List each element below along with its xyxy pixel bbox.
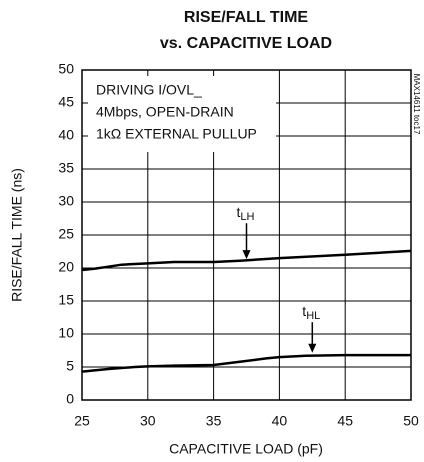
x-axis-title: CAPACITIVE LOAD (pF) xyxy=(169,441,323,457)
figure-id: MAX14611 toc17 xyxy=(412,74,421,135)
annotation: 4Mbps, OPEN-DRAIN xyxy=(96,104,234,120)
y-tick-label: 35 xyxy=(58,160,74,176)
series-label-sub: HL xyxy=(306,310,320,322)
series-label-main: t xyxy=(302,303,306,319)
chart-subtitle: vs. CAPACITIVE LOAD xyxy=(160,35,332,52)
label-bg xyxy=(232,203,263,224)
y-tick-label: 50 xyxy=(58,61,74,77)
x-tick-label: 45 xyxy=(337,413,353,429)
y-tick-label: 10 xyxy=(58,325,74,341)
x-tick-label: 40 xyxy=(272,413,288,429)
y-tick-label: 45 xyxy=(58,94,74,110)
y-tick-label: 30 xyxy=(58,193,74,209)
y-tick-label: 0 xyxy=(66,391,74,407)
series-line xyxy=(81,249,412,272)
x-tick-label: 50 xyxy=(403,413,419,429)
series-label-main: t xyxy=(237,204,241,220)
annotation-box xyxy=(88,76,276,152)
x-tick-label: 30 xyxy=(140,413,156,429)
y-axis-title: RISE/FALL TIME (ns) xyxy=(9,168,25,302)
arrow-head xyxy=(242,250,251,260)
label-bg xyxy=(298,302,329,323)
arrow-head xyxy=(308,343,317,353)
chart-title: RISE/FALL TIME xyxy=(184,9,308,26)
series-label: tHL xyxy=(302,303,320,322)
y-tick-label: 5 xyxy=(66,358,74,374)
y-tick-label: 40 xyxy=(58,127,74,143)
y-tick-label: 25 xyxy=(58,226,74,242)
series-label-sub: LH xyxy=(240,211,254,223)
y-tick-label: 20 xyxy=(58,259,74,275)
series-label: tLH xyxy=(237,204,255,223)
x-tick-label: 25 xyxy=(74,413,90,429)
y-tick-label: 15 xyxy=(58,292,74,308)
annotation: DRIVING I/OVL_ xyxy=(96,82,202,98)
plot-frame xyxy=(81,69,412,401)
x-tick-label: 35 xyxy=(206,413,222,429)
series-line xyxy=(81,353,411,373)
annotation: 1kΩ EXTERNAL PULLUP xyxy=(96,126,257,142)
